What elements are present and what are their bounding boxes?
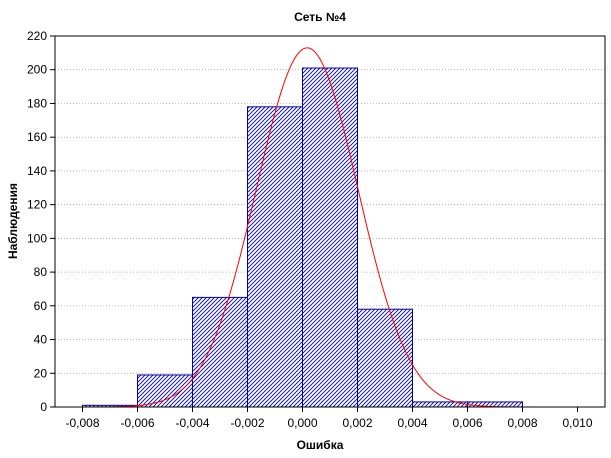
histogram-bar — [357, 308, 413, 408]
y-tick-label: 40 — [34, 333, 48, 347]
normal-fit-curve — [96, 47, 518, 408]
y-tick-label: 180 — [27, 96, 47, 110]
x-tick-label: 0,008 — [507, 416, 537, 430]
x-tick-label: -0,002 — [230, 416, 264, 430]
y-tick-label: 140 — [27, 164, 47, 178]
chart-title: Сеть №4 — [294, 10, 346, 24]
histogram-bar — [192, 296, 248, 408]
plot-frame — [54, 35, 606, 408]
x-tick-label: -0,006 — [120, 416, 154, 430]
x-tick-label: 0,010 — [562, 416, 592, 430]
x-tick-label: 0,006 — [452, 416, 482, 430]
y-tick-label: 120 — [27, 198, 47, 212]
x-tick-label: 0,002 — [342, 416, 372, 430]
y-tick-label: 60 — [34, 299, 48, 313]
histogram-bars — [82, 67, 523, 408]
y-tick-label: 0 — [40, 400, 47, 414]
y-axis-ticks: 0 20 40 60 80 100 120 140 160 180 200 220 — [27, 29, 55, 414]
normal-curve-layer — [96, 47, 518, 408]
x-tick-label: 0,004 — [397, 416, 427, 430]
y-tick-label: 80 — [34, 265, 48, 279]
y-tick-label: 160 — [27, 130, 47, 144]
histogram-bar — [247, 106, 303, 408]
x-axis-ticks: -0,008 -0,006 -0,004 -0,002 0,000 0,002 0,004 0… — [65, 407, 593, 430]
y-axis-label: Наблюдения — [6, 183, 20, 259]
y-tick-label: 220 — [27, 29, 47, 43]
x-axis-label: Ошибка — [297, 438, 344, 452]
histogram-bar — [302, 67, 358, 408]
x-tick-label: -0,004 — [175, 416, 209, 430]
x-tick-label: -0,008 — [65, 416, 99, 430]
histogram-bar — [137, 374, 193, 408]
y-tick-label: 200 — [27, 63, 47, 77]
y-tick-label: 20 — [34, 366, 48, 380]
x-tick-label: 0,000 — [287, 416, 317, 430]
y-tick-label: 100 — [27, 231, 47, 245]
